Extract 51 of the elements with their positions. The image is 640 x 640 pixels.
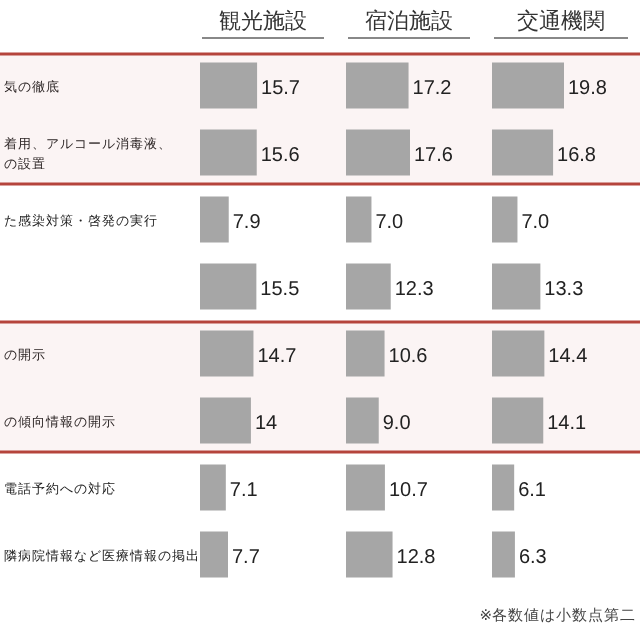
bar bbox=[200, 196, 229, 243]
data-label: 17.6 bbox=[414, 144, 454, 167]
bar bbox=[492, 263, 541, 310]
data-label: 15.6 bbox=[260, 144, 301, 167]
data-label: 19.8 bbox=[568, 77, 608, 100]
data-label: 6.3 bbox=[518, 546, 548, 569]
data-label: 12.3 bbox=[394, 278, 435, 301]
bar bbox=[200, 263, 257, 310]
chart-title: 観光施設 bbox=[219, 8, 307, 34]
data-label: 14.1 bbox=[547, 412, 588, 435]
data-label: 12.8 bbox=[396, 546, 437, 569]
data-label: 15.7 bbox=[261, 77, 301, 100]
data-label: 7.0 bbox=[375, 211, 405, 234]
data-label: 10.7 bbox=[388, 479, 429, 502]
bar bbox=[346, 129, 410, 176]
data-label: 14.4 bbox=[548, 345, 589, 368]
bar bbox=[200, 129, 257, 176]
bar bbox=[200, 62, 258, 109]
bar bbox=[346, 531, 393, 578]
data-label: 16.8 bbox=[557, 144, 597, 167]
bar bbox=[492, 531, 515, 578]
bar bbox=[346, 263, 391, 310]
bar bbox=[492, 464, 515, 511]
bar bbox=[200, 397, 251, 444]
bar bbox=[346, 62, 409, 109]
data-label: 14.7 bbox=[257, 345, 298, 368]
data-label: 7.9 bbox=[232, 211, 262, 234]
bar bbox=[492, 196, 518, 243]
bar bbox=[346, 330, 385, 377]
data-label: 10.6 bbox=[388, 345, 429, 368]
data-label: 7.7 bbox=[232, 546, 261, 569]
data-label: 15.5 bbox=[260, 278, 301, 301]
bar bbox=[492, 330, 545, 377]
bar bbox=[200, 330, 254, 377]
data-label: 9.0 bbox=[382, 412, 412, 435]
data-label: 17.2 bbox=[412, 77, 453, 100]
bar bbox=[200, 531, 228, 578]
bar bbox=[492, 397, 544, 444]
bar bbox=[346, 196, 372, 243]
bar bbox=[346, 397, 379, 444]
data-label: 7.1 bbox=[229, 479, 259, 502]
bar bbox=[346, 464, 385, 511]
data-label: 13.3 bbox=[544, 278, 585, 301]
data-label: 7.0 bbox=[521, 211, 551, 234]
bar bbox=[492, 129, 554, 176]
chart-title: 宿泊施設 bbox=[365, 8, 453, 34]
data-label: 14 bbox=[254, 412, 279, 435]
bar bbox=[200, 464, 226, 511]
data-label: 6.1 bbox=[518, 479, 547, 502]
chart-title: 交通機関 bbox=[517, 8, 605, 34]
bar bbox=[492, 62, 564, 109]
